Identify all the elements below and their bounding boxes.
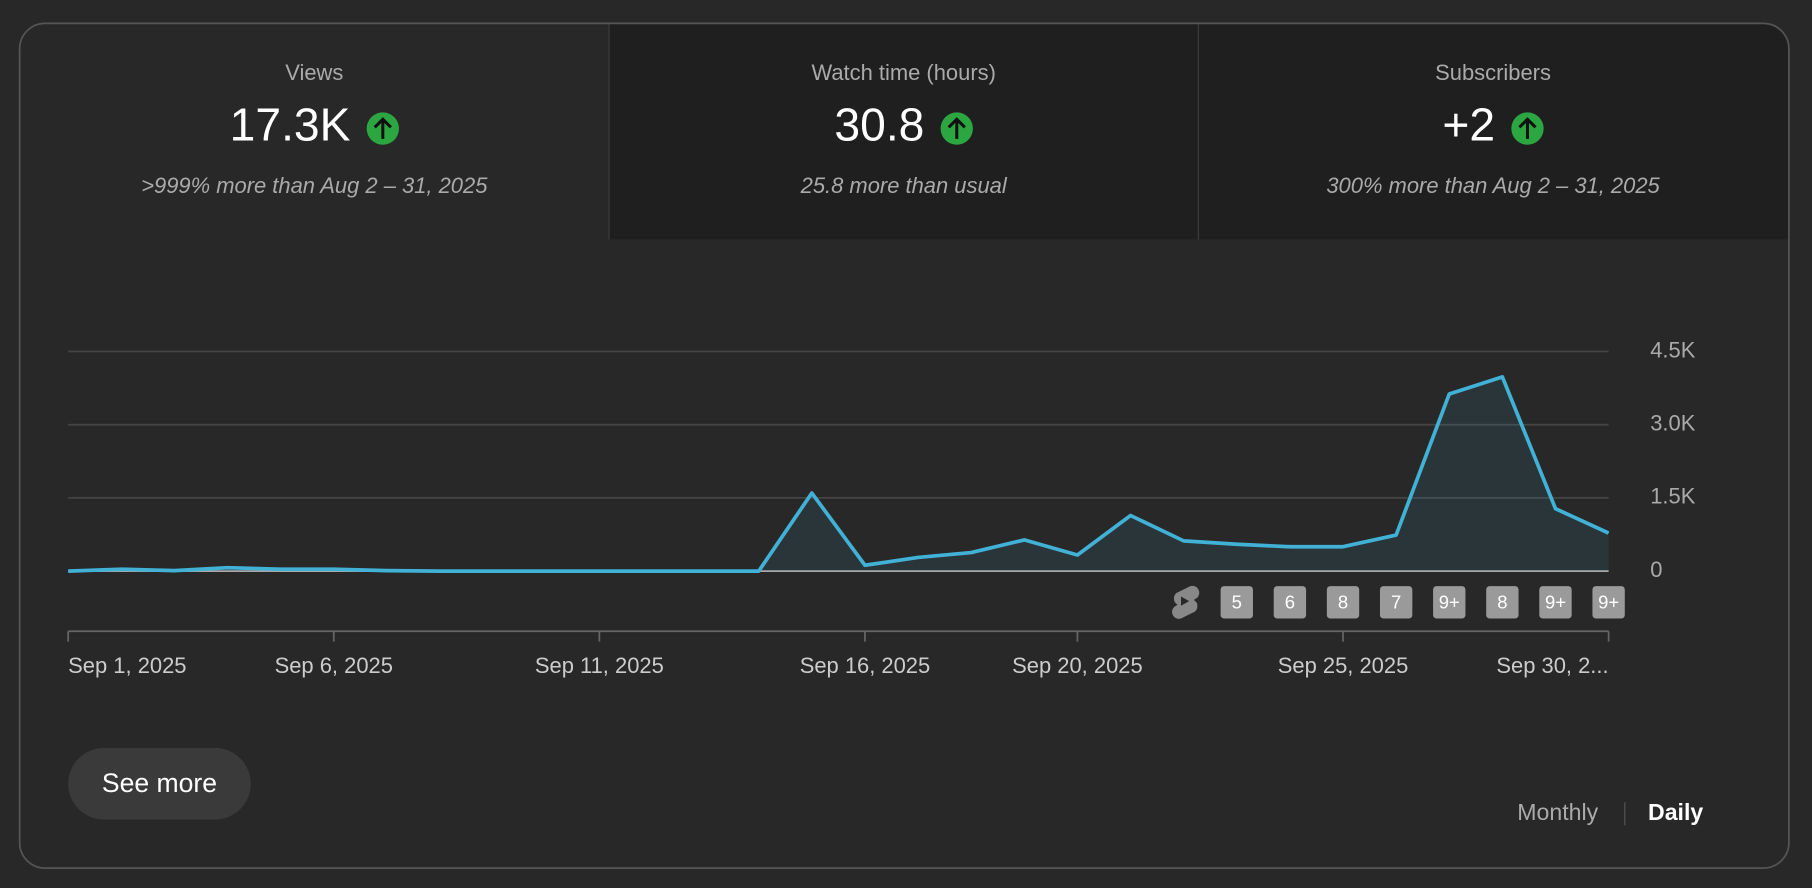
upload-badge[interactable] xyxy=(1592,586,1625,619)
metric-title: Watch time (hours) xyxy=(811,60,995,85)
y-tick-label: 0 xyxy=(1650,557,1662,582)
shorts-icon-play xyxy=(1181,596,1190,606)
upload-badge[interactable] xyxy=(1539,586,1572,619)
metric-comparison: >999% more than Aug 2 – 31, 2025 xyxy=(141,173,488,198)
metric-title: Views xyxy=(285,60,343,85)
x-tick-label: Sep 20, 2025 xyxy=(1012,653,1143,678)
y-tick-label: 1.5K xyxy=(1650,484,1695,509)
upload-badge[interactable] xyxy=(1273,586,1307,619)
card-border xyxy=(18,22,1790,869)
x-tick-label: Sep 30, 2... xyxy=(1496,653,1608,678)
upload-badge[interactable] xyxy=(1379,586,1413,619)
upload-badge[interactable] xyxy=(1433,586,1466,619)
see-more-label[interactable]: See more xyxy=(102,768,217,798)
y-tick-label: 3.0K xyxy=(1650,411,1695,436)
daily-toggle[interactable]: Daily xyxy=(1648,799,1703,825)
x-tick-label: Sep 25, 2025 xyxy=(1278,653,1409,678)
metric-tab-bg xyxy=(609,23,1199,240)
metric-value: 30.8 xyxy=(834,99,924,151)
upload-badge[interactable] xyxy=(1326,586,1360,619)
trend-up-arrow xyxy=(947,117,966,139)
upload-badge-label: 8 xyxy=(1497,591,1507,612)
upload-badge-label: 9+ xyxy=(1545,591,1566,612)
area-fill xyxy=(68,376,1609,572)
x-tick-label: Sep 16, 2025 xyxy=(800,653,931,678)
upload-badge-label: 9+ xyxy=(1439,591,1460,612)
metric-tab-bg xyxy=(1198,23,1789,240)
upload-badge-label: 7 xyxy=(1391,591,1401,612)
see-more-button[interactable] xyxy=(68,747,251,820)
x-tick-label: Sep 1, 2025 xyxy=(68,653,186,678)
metric-title: Subscribers xyxy=(1435,60,1551,85)
monthly-toggle[interactable]: Monthly xyxy=(1517,799,1598,825)
trend-up-arrow xyxy=(1518,117,1537,139)
upload-badge-label: 5 xyxy=(1232,591,1242,612)
upload-badge-label: 6 xyxy=(1285,591,1295,612)
x-tick-label: Sep 6, 2025 xyxy=(275,653,393,678)
trend-up-arrow xyxy=(373,117,392,139)
metric-comparison: 300% more than Aug 2 – 31, 2025 xyxy=(1326,173,1660,198)
metric-value: 17.3K xyxy=(230,99,351,151)
metric-value: +2 xyxy=(1442,99,1495,151)
upload-badge-label: 8 xyxy=(1338,591,1348,612)
x-tick-label: Sep 11, 2025 xyxy=(535,653,664,678)
y-tick-label: 4.5K xyxy=(1650,337,1695,362)
views-line xyxy=(68,375,1610,573)
metric-comparison: 25.8 more than usual xyxy=(800,173,1008,198)
upload-badge[interactable] xyxy=(1486,586,1519,619)
upload-badge[interactable] xyxy=(1220,586,1253,619)
upload-badge-label: 9+ xyxy=(1598,591,1619,612)
